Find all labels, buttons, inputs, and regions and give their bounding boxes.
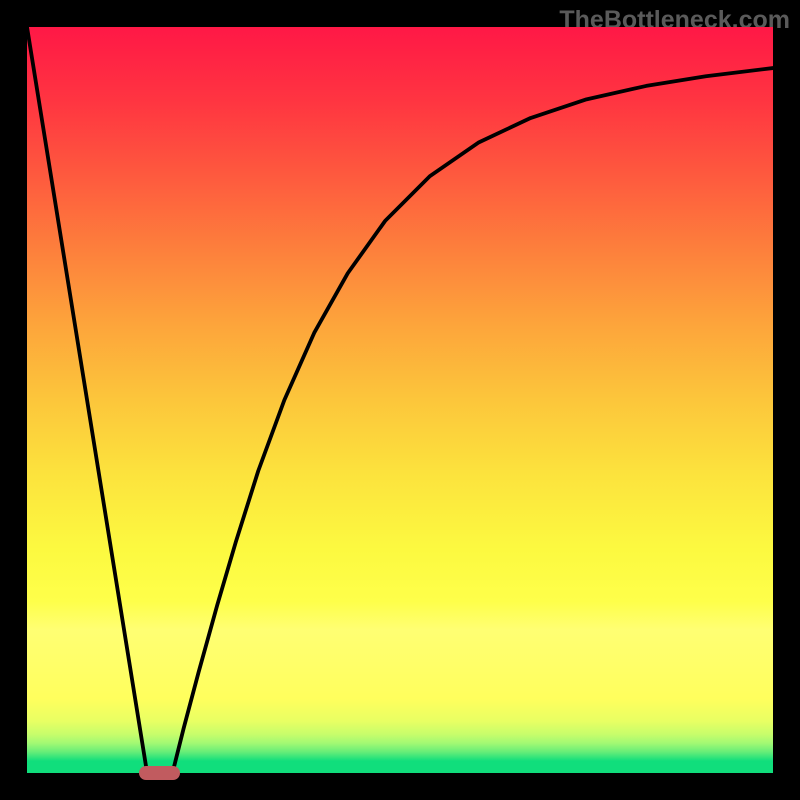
chart-canvas: TheBottleneck.com <box>0 0 800 800</box>
marker-pill <box>139 766 180 780</box>
curve-svg <box>27 27 773 773</box>
plot-area <box>27 27 773 773</box>
curve-path <box>27 27 773 773</box>
